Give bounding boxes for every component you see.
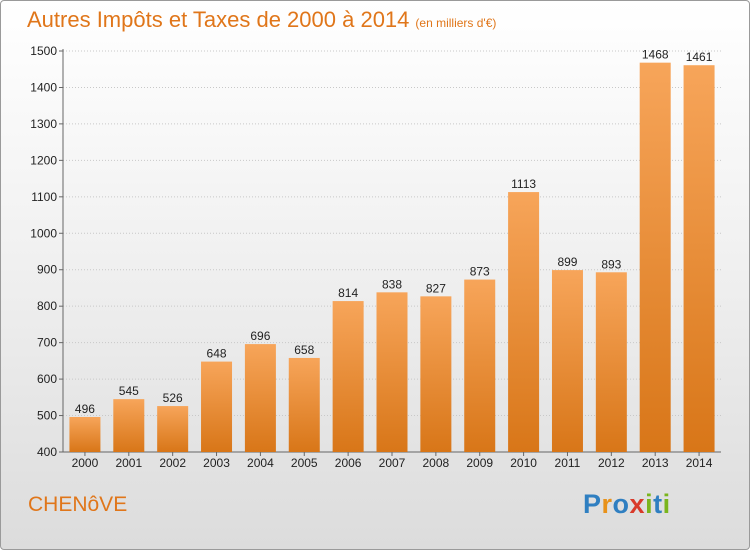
bar (595, 272, 627, 452)
x-tick-label: 2014 (686, 456, 713, 470)
bar (420, 296, 452, 452)
chart-subtitle: (en milliers d'€) (415, 16, 497, 30)
bar-value-label: 1113 (511, 177, 536, 191)
bar-value-label: 1461 (686, 50, 713, 64)
bar-value-label: 814 (338, 286, 358, 300)
bar (551, 270, 583, 452)
x-tick-label: 2006 (335, 456, 362, 470)
x-tick-label: 2004 (247, 456, 274, 470)
bar (508, 192, 540, 452)
bar-value-label: 526 (163, 391, 183, 405)
x-tick-label: 2000 (72, 456, 99, 470)
bar (639, 62, 671, 452)
y-tick-label: 600 (37, 372, 57, 386)
bar-value-label: 899 (557, 255, 577, 269)
x-tick-label: 2005 (291, 456, 318, 470)
y-tick-label: 1100 (31, 190, 57, 204)
chart-title-text: Autres Impôts et Taxes de 2000 à 2014 (27, 7, 410, 32)
bar (332, 301, 364, 452)
y-tick-label: 1500 (30, 44, 57, 58)
x-tick-label: 2010 (510, 456, 537, 470)
y-tick-label: 1200 (30, 153, 57, 167)
y-tick-label: 1300 (30, 117, 57, 131)
bar (683, 65, 715, 452)
bar (464, 279, 496, 452)
y-tick-label: 800 (37, 299, 57, 313)
x-tick-label: 2007 (379, 456, 406, 470)
y-tick-label: 1000 (30, 226, 57, 240)
data-labels: 496 545 526 648 696 658 814 838 827 873 1113 899 893… (75, 48, 713, 416)
bar (69, 417, 101, 452)
bars (69, 62, 715, 452)
bar (376, 292, 408, 452)
bar-value-label: 873 (470, 265, 490, 279)
y-tick-label: 700 (37, 336, 57, 350)
bar-value-label: 827 (426, 281, 446, 295)
bar (288, 357, 320, 452)
bar (244, 344, 276, 452)
bar-value-label: 545 (119, 384, 139, 398)
bar-value-label: 648 (207, 347, 227, 361)
city-name: CHENôVE (28, 493, 128, 516)
bar (157, 406, 189, 452)
logo-letter: i (662, 489, 671, 519)
x-tick-label: 2003 (203, 456, 230, 470)
bar (113, 399, 145, 452)
bar-value-label: 1468 (642, 48, 669, 62)
x-tick-label: 2013 (642, 456, 669, 470)
logo-letter: x (629, 489, 646, 519)
x-tick-label: 2011 (555, 456, 581, 470)
bar-value-label: 838 (382, 277, 402, 291)
proxiti-logo[interactable]: Proxiti (583, 489, 671, 520)
bar-value-label: 658 (294, 343, 314, 357)
x-tick-label: 2001 (115, 456, 142, 470)
logo-letter: P (583, 489, 602, 519)
chart-title: Autres Impôts et Taxes de 2000 à 2014 (en… (27, 7, 496, 33)
x-tick-label: 2009 (466, 456, 493, 470)
logo-letter: r (601, 489, 613, 519)
bar-value-label: 496 (75, 402, 95, 416)
logo-letter: i (645, 489, 654, 519)
y-tick-label: 400 (37, 445, 57, 459)
x-tick-label: 2002 (159, 456, 186, 470)
y-tick-label: 900 (37, 263, 57, 277)
bar-value-label: 893 (601, 257, 621, 271)
logo-letter: o (612, 489, 630, 519)
y-tick-label: 500 (37, 409, 57, 423)
y-tick-label: 1400 (30, 80, 57, 94)
bar-value-label: 696 (250, 329, 270, 343)
logo-letter: t (653, 489, 663, 519)
x-tick-label: 2008 (423, 456, 450, 470)
bar (201, 361, 233, 452)
x-tick-label: 2012 (598, 456, 625, 470)
